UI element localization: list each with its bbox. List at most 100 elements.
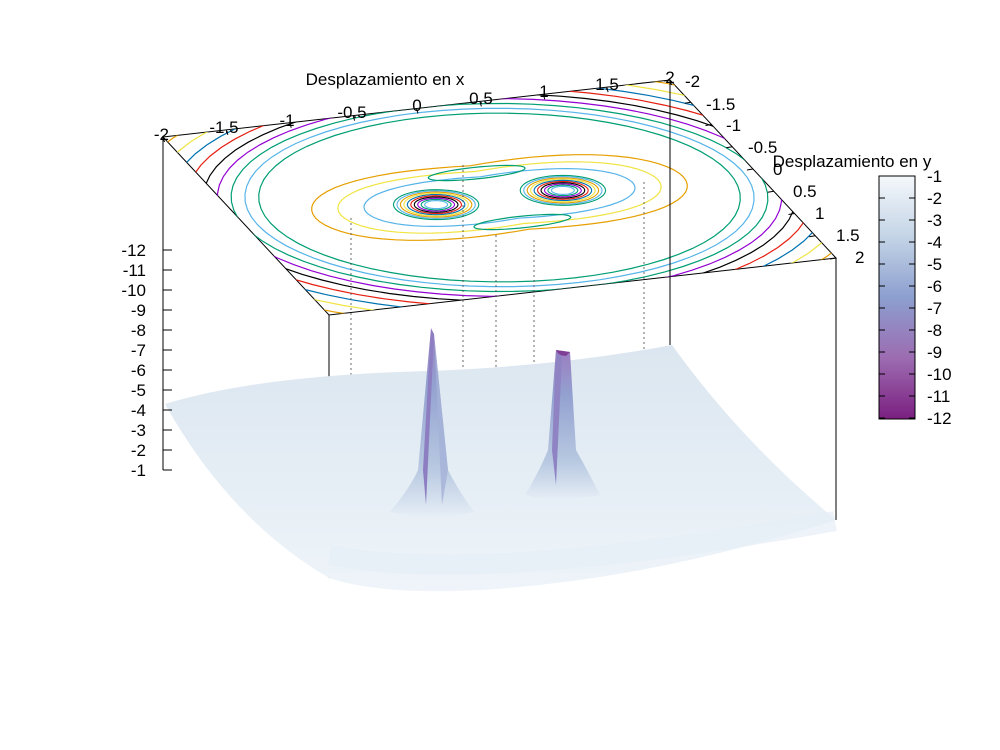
y-tick-label: 1 — [815, 204, 824, 223]
z-tick-label: -11 — [123, 261, 146, 280]
x-axis-tick-labels: -2 -1.5 -1 -0.5 0 0.5 1 1.5 2 — [154, 68, 675, 144]
colorbar-tick-label: -3 — [927, 211, 942, 230]
colorbar-tick-label: -8 — [927, 321, 942, 340]
contour-line — [473, 213, 572, 231]
z-tick-label: -12 — [121, 241, 146, 260]
y-tick-label: 2 — [855, 248, 864, 267]
contour-line — [420, 198, 452, 211]
colorbar-tick-label: -10 — [927, 365, 952, 384]
contour-line — [258, 112, 741, 283]
y-tick-mark — [684, 101, 691, 104]
y-tick-label: 0 — [773, 160, 782, 179]
x-tick-mark — [289, 122, 292, 128]
contour-line — [424, 200, 449, 210]
x-tick-label: -2 — [154, 125, 169, 144]
z-tick-label: -10 — [121, 281, 146, 300]
contour-line — [410, 195, 463, 215]
contour-line — [547, 184, 579, 197]
y-tick-mark — [829, 257, 837, 260]
x-tick-mark — [162, 136, 165, 143]
x-tick-label: 0.5 — [469, 89, 493, 108]
y-tick-label: -1.5 — [706, 95, 735, 114]
colorbar-tick-label: -1 — [927, 167, 942, 186]
z-tick-label: -8 — [131, 321, 146, 340]
x-tick-mark — [225, 129, 229, 136]
colorbar-tick-label: -5 — [927, 255, 942, 274]
contour-line — [406, 193, 466, 216]
y-tick-label: -2 — [685, 72, 700, 91]
x-tick-mark — [606, 86, 609, 93]
contour-line — [392, 189, 480, 221]
x-tick-label: 0 — [412, 96, 421, 115]
colorbar-tick-label: -12 — [927, 409, 952, 428]
z-tick-label: -3 — [131, 421, 146, 440]
y-tick-mark — [788, 213, 795, 215]
surface-peak-right — [525, 350, 600, 500]
z-tick-label: -2 — [131, 441, 146, 460]
contour-line — [536, 180, 589, 200]
contour-line — [543, 183, 582, 198]
contour-line — [396, 190, 476, 219]
contour-line — [403, 192, 469, 217]
y-tick-label: -1 — [726, 116, 741, 135]
contour-line — [523, 176, 603, 205]
contour-plane — [161, 79, 838, 316]
contour-line — [526, 177, 600, 204]
x-tick-label: 1.5 — [595, 75, 619, 94]
z-tick-label: -1 — [131, 461, 146, 480]
y-axis-label: Desplazamiento en y — [773, 152, 932, 171]
colorbar-tick-label: -2 — [927, 189, 942, 208]
contour-line — [413, 196, 459, 213]
x-tick-mark — [352, 115, 356, 121]
colorbar-tick-label: -11 — [927, 387, 950, 406]
contour-line — [244, 107, 755, 288]
contour-line — [550, 185, 575, 195]
contour-line — [533, 179, 593, 202]
contour-line — [427, 164, 526, 182]
surface-mesh — [165, 345, 837, 592]
contour-line — [363, 167, 636, 228]
surface-peak-left — [390, 328, 474, 517]
x-tick-mark — [479, 101, 482, 107]
y-tick-mark — [705, 124, 712, 126]
x-tick-mark — [542, 94, 546, 100]
contour-line — [417, 197, 456, 212]
x-tick-mark — [669, 79, 672, 86]
y-tick-label: 0.5 — [793, 182, 817, 201]
y-tick-mark — [767, 190, 774, 193]
z-tick-label: -9 — [131, 301, 146, 320]
x-tick-label: 2 — [665, 68, 674, 87]
x-tick-label: -0.5 — [337, 103, 366, 122]
colorbar: -1 -2 -3 -4 -5 -6 -7 -8 -9 -10 -11 -12 — [878, 167, 952, 428]
contour-line — [311, 154, 688, 241]
y-tick-mark — [746, 168, 754, 171]
contour-line — [530, 178, 596, 203]
y-tick-label: -0.5 — [748, 138, 777, 157]
x-tick-label: -1 — [279, 111, 294, 130]
z-tick-label: -4 — [131, 401, 146, 420]
axis-ticks — [162, 79, 837, 471]
colorbar-tick-label: -7 — [927, 299, 942, 318]
contour-line — [540, 182, 586, 199]
contour-line — [337, 161, 662, 234]
y-tick-mark — [726, 146, 733, 149]
contour-line — [519, 174, 607, 206]
x-tick-label: -1.5 — [209, 118, 238, 137]
colorbar-tick-label: -6 — [927, 277, 942, 296]
z-axis-tick-labels: -12 -11 -10 -9 -8 -7 -6 -5 -4 -3 -2 -1 — [121, 241, 146, 480]
z-tick-label: -7 — [131, 341, 146, 360]
contour-line — [399, 191, 473, 218]
colorbar-gradient — [878, 175, 916, 420]
z-tick-label: -6 — [131, 361, 146, 380]
y-tick-mark — [663, 79, 671, 82]
x-tick-mark — [416, 108, 419, 114]
x-tick-label: 1 — [539, 82, 548, 101]
y-tick-label: 1.5 — [836, 226, 860, 245]
z-tick-label: -5 — [131, 381, 146, 400]
x-axis-label: Desplazamiento en x — [306, 70, 465, 89]
colorbar-tick-label: -4 — [927, 233, 942, 252]
y-axis-tick-labels: -2 -1.5 -1 -0.5 0 0.5 1 1.5 2 — [685, 72, 864, 267]
y-tick-mark — [809, 235, 816, 238]
colorbar-tick-label: -9 — [927, 343, 942, 362]
